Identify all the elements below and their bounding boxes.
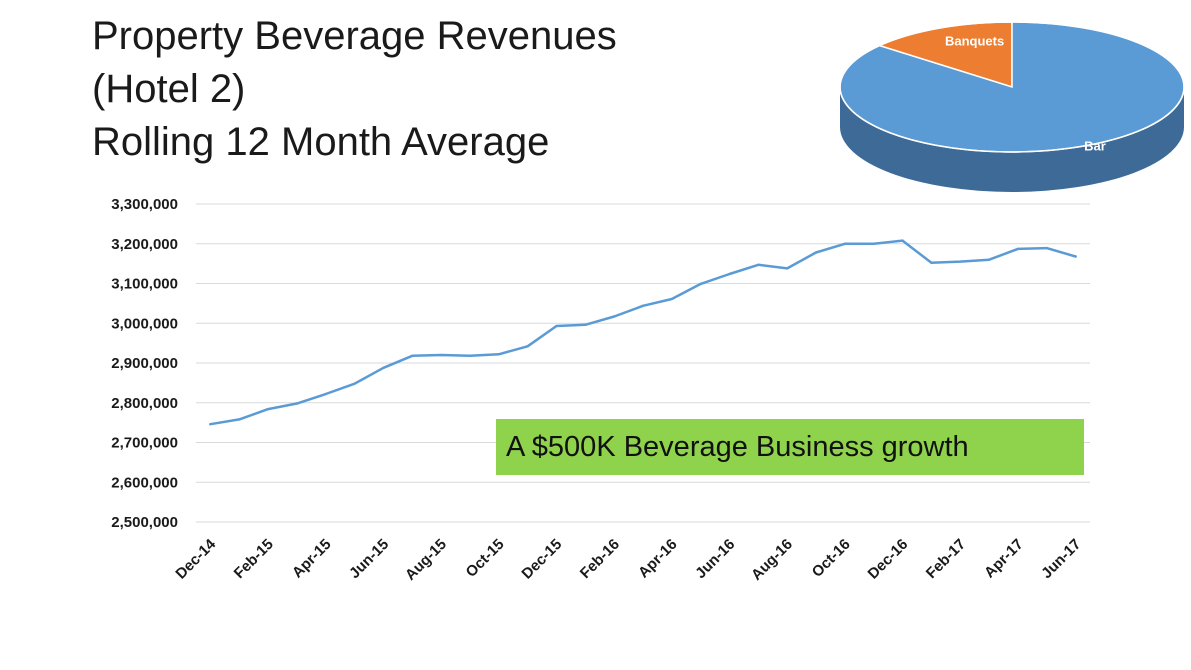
data-point <box>526 345 529 348</box>
y-tick-label: 3,200,000 <box>111 236 178 253</box>
data-point <box>901 239 904 242</box>
y-tick-label: 2,500,000 <box>111 514 178 531</box>
x-tick-label: Jun-16 <box>692 536 738 582</box>
pie-side-wall <box>840 87 1184 192</box>
data-point <box>843 242 847 245</box>
y-tick-label: 2,600,000 <box>111 474 178 491</box>
data-point <box>959 260 962 263</box>
data-point <box>1074 255 1077 258</box>
x-tick-label: Oct-16 <box>809 536 854 581</box>
x-tick-label: Feb-15 <box>231 536 277 582</box>
data-point <box>641 304 645 307</box>
x-tick-label: Jun-15 <box>346 536 392 582</box>
line-chart-x-axis: Dec-14 Feb-15 Apr-15 Jun-15 Aug-15 Oct-15 Dec-… <box>172 535 1084 583</box>
x-tick-label: Apr-16 <box>635 536 681 582</box>
x-tick-label: Feb-17 <box>923 536 969 582</box>
title-line-1: Property Beverage Revenues <box>92 14 617 58</box>
x-tick-label: Dec-16 <box>865 536 912 583</box>
data-point <box>324 392 327 396</box>
line-chart-gridlines <box>196 203 1090 523</box>
y-tick-label: 2,800,000 <box>111 395 178 412</box>
data-point <box>757 263 760 267</box>
data-point <box>872 242 875 245</box>
x-tick-label: Oct-15 <box>463 536 508 581</box>
y-tick-label: 2,700,000 <box>111 435 178 452</box>
data-point <box>930 261 933 265</box>
pie-label-banquets: Banquets <box>945 34 1004 49</box>
x-tick-label: Dec-15 <box>518 536 565 583</box>
line-chart-plot <box>209 239 1077 426</box>
slide-title: Property Beverage Revenues (Hotel 2) Rol… <box>92 10 617 169</box>
data-point <box>439 353 443 357</box>
x-tick-label: Aug-15 <box>402 536 450 584</box>
y-tick-label: 3,300,000 <box>111 196 178 213</box>
data-point <box>209 423 212 426</box>
y-tick-label: 3,000,000 <box>111 315 178 332</box>
x-tick-label: Apr-15 <box>289 536 335 582</box>
data-point <box>814 251 818 254</box>
x-tick-label: Jun-17 <box>1038 536 1084 582</box>
data-point <box>785 267 789 270</box>
data-point <box>1045 246 1048 250</box>
data-point <box>238 418 241 421</box>
data-point <box>987 258 991 261</box>
y-tick-label: 3,100,000 <box>111 276 178 293</box>
data-point <box>1016 247 1020 251</box>
data-point <box>468 354 472 358</box>
x-tick-label: Dec-14 <box>172 535 219 582</box>
line-chart-y-axis: 2,500,000 2,600,000 2,700,000 2,800,000 2,90… <box>111 196 178 531</box>
y-tick-label: 2,900,000 <box>111 355 178 372</box>
title-line-3: Rolling 12 Month Average <box>92 120 550 164</box>
data-point <box>699 282 702 286</box>
data-point <box>353 382 356 385</box>
data-point <box>670 297 674 301</box>
data-point <box>295 402 299 405</box>
data-point <box>411 354 414 358</box>
data-point <box>728 272 731 276</box>
title-line-2: (Hotel 2) <box>92 67 246 111</box>
data-point <box>555 324 558 328</box>
data-point <box>497 353 501 356</box>
x-tick-label: Apr-17 <box>981 536 1027 582</box>
data-point <box>584 323 587 327</box>
growth-callout: A $500K Beverage Business growth <box>496 419 1084 475</box>
data-point <box>382 366 385 369</box>
data-point <box>612 315 616 318</box>
data-point <box>266 407 270 411</box>
x-tick-label: Aug-16 <box>748 536 796 584</box>
x-tick-label: Feb-16 <box>577 536 623 582</box>
pie-rim <box>839 21 1185 153</box>
series-line <box>209 239 1077 426</box>
